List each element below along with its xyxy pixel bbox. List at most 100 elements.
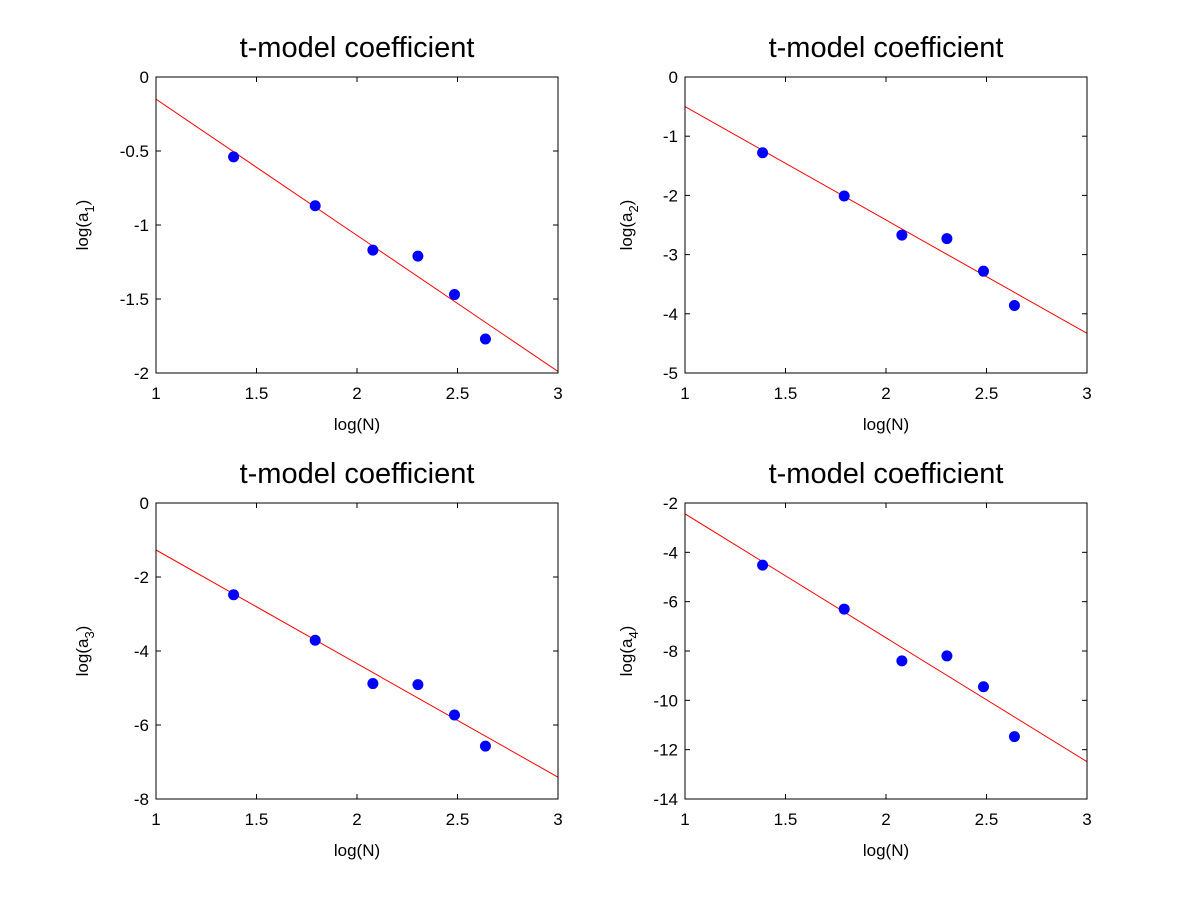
data-point [479,740,491,752]
data-point [412,250,424,262]
data-point [757,147,769,159]
plot-area [156,549,558,778]
y-tick-label: 0 [669,68,678,87]
x-tick-label: 3 [1082,384,1091,403]
plot-area [685,106,1087,334]
y-tick-label: -14 [653,790,678,809]
y-tick-label: -4 [663,305,678,324]
subplot-1: t-model coefficient 1 1.5 2 2.5 3 -2 -1.5 -1 -0.5… [73,32,563,434]
fit-line [685,106,1087,334]
y-axis-label: log(a4) [617,626,641,677]
x-tick-label: 3 [553,384,562,403]
y-tick-label: -1 [663,127,678,146]
fit-line [156,549,558,778]
x-tick-label: 2.5 [975,810,999,829]
data-point [309,200,321,212]
x-tick-label: 1.5 [245,810,269,829]
y-axis-label-end: ) [617,200,636,206]
y-axis-label-subscript: 1 [82,205,97,212]
axes-frame [155,76,559,374]
x-axis-label: log(N) [334,841,380,860]
x-tick-label: 2.5 [975,384,999,403]
data-point [412,679,424,691]
data-point [941,650,953,662]
y-axis-label-subscript: 3 [82,631,97,638]
data-point [448,709,460,721]
y-axis-label: log(a2) [617,200,641,251]
y-axis-label-base: log(a [73,638,92,676]
plot-area [156,98,558,372]
y-axis-label-subscript: 4 [626,631,641,638]
data-point [309,634,321,646]
data-point [367,678,379,690]
subplot-3: t-model coefficient 1 1.5 2 2.5 3 -8 -6 -4 -2 0 log… [73,458,563,860]
data-point [448,289,460,301]
data-point [228,151,240,163]
y-tick-label: -2 [663,494,678,513]
y-axis-label-end: ) [73,626,92,632]
y-tick-label: -8 [134,790,149,809]
data-point [896,229,908,241]
plot-title: t-model coefficient [240,458,475,490]
y-tick-label: 0 [140,68,149,87]
axes-frame [684,502,1088,800]
data-point [757,559,769,571]
x-tick-label: 1.5 [774,384,798,403]
y-axis-label: log(a3) [73,626,97,677]
x-tick-label: 3 [553,810,562,829]
y-axis-label: log(a1) [73,200,97,251]
y-tick-label: 0 [140,494,149,513]
x-tick-label: 1.5 [774,810,798,829]
data-point [367,244,379,256]
subplot-4: t-model coefficient 1 1.5 2 2.5 3 -14 -12 -10 -8 -… [617,458,1092,860]
y-axis-label-subscript: 2 [626,205,641,212]
y-tick-label: -8 [663,642,678,661]
y-tick-label: -1 [134,216,149,235]
x-tick-label: 2.5 [446,384,470,403]
x-tick-label: 2 [352,384,361,403]
y-tick-label: -4 [134,642,149,661]
y-tick-label: -6 [134,716,149,735]
data-point [1008,731,1020,743]
y-tick-label: -4 [663,543,678,562]
data-point [479,333,491,345]
x-tick-label: 3 [1082,810,1091,829]
data-point [896,655,908,667]
x-tick-label: 1.5 [245,384,269,403]
data-point [941,233,953,245]
y-tick-label: -2 [663,186,678,205]
y-tick-label: -6 [663,593,678,612]
subplot-2: t-model coefficient 1 1.5 2 2.5 3 -5 -4 -3 -2 -1 0 l… [617,32,1092,434]
data-point [228,589,240,601]
x-axis-label: log(N) [863,415,909,434]
axes-frame [684,76,1088,374]
x-axis-label: log(N) [863,841,909,860]
x-tick-label: 2 [881,384,890,403]
fit-line [685,513,1087,763]
x-tick-label: 2 [881,810,890,829]
data-point [838,603,850,615]
y-tick-label: -0.5 [120,142,149,161]
y-tick-label: -3 [663,246,678,265]
y-axis-label-base: log(a [617,212,636,250]
data-point [838,190,850,202]
x-tick-label: 1 [680,810,689,829]
data-point [977,265,989,277]
axes-frame [155,502,559,800]
plot-title: t-model coefficient [769,458,1004,490]
y-tick-label: -1.5 [120,290,149,309]
plot-area [685,513,1087,763]
y-axis-label-base: log(a [617,638,636,676]
x-tick-label: 1 [151,810,160,829]
x-tick-label: 2.5 [446,810,470,829]
y-tick-label: -12 [653,741,678,760]
data-point [1008,300,1020,312]
y-axis-label-end: ) [617,626,636,632]
plot-title: t-model coefficient [769,32,1004,64]
fit-line [156,98,558,372]
y-tick-label: -2 [134,568,149,587]
y-tick-label: -10 [653,691,678,710]
x-tick-label: 2 [352,810,361,829]
x-tick-label: 1 [151,384,160,403]
